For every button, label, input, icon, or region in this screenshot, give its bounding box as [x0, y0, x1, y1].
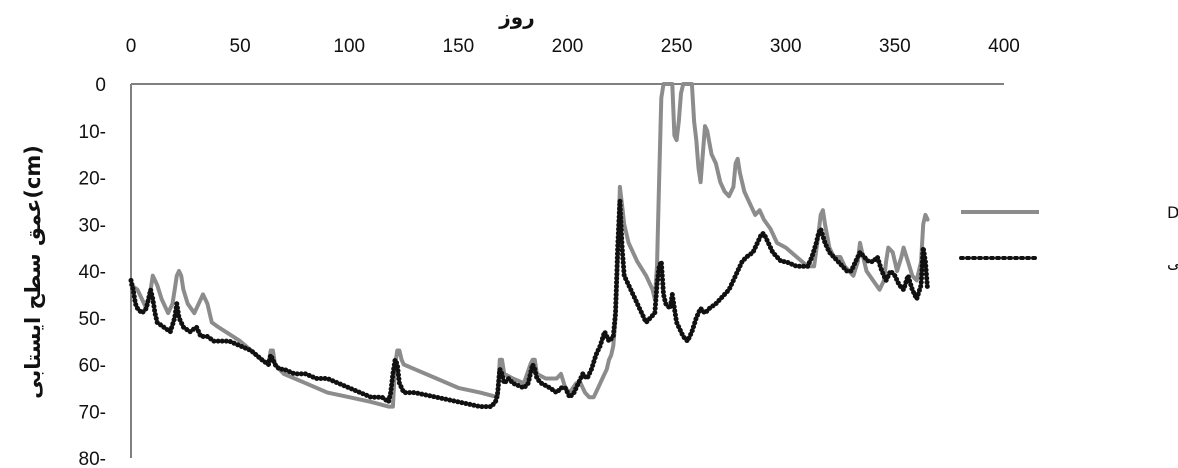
x-tick-label: 400 — [988, 36, 1020, 57]
x-tick-label: 300 — [770, 36, 802, 57]
x-tick-label: 350 — [879, 36, 911, 57]
legend-label-drainmod: مدل Drainmod — [1167, 203, 1178, 222]
x-tick-label: 150 — [443, 36, 475, 57]
x-axis-title: روز — [498, 5, 534, 29]
series-line-timeseries — [128, 198, 931, 410]
y-tick-label: 60- — [79, 356, 106, 377]
y-tick-label: 80- — [79, 449, 106, 468]
series-layer — [128, 82, 931, 410]
axes — [130, 83, 1004, 458]
legend: مدل Drainmod مدل سری زمانی — [959, 203, 1178, 273]
y-tick-label: 30- — [79, 215, 106, 236]
x-tick-label: 250 — [661, 36, 693, 57]
x-tick-labels: 0 50 100 150 200 250 300 350 400 — [126, 36, 1020, 57]
y-tick-label: 20- — [79, 169, 106, 190]
y-tick-label: 10- — [79, 122, 106, 143]
x-tick-label: 50 — [230, 36, 251, 57]
y-tick-label: 0 — [95, 75, 106, 96]
y-tick-label: 40- — [79, 262, 106, 283]
x-tick-label: 200 — [552, 36, 584, 57]
y-tick-label: 70- — [79, 402, 106, 423]
x-tick-label: 0 — [126, 36, 137, 57]
x-tick-label: 100 — [333, 36, 365, 57]
legend-label-timeseries: مدل سری زمانی — [1167, 253, 1178, 273]
y-axis-title: عمق سطح ایستابی(cm) — [21, 145, 45, 399]
y-tick-labels: 0 10- 20- 30- 40- 50- 60- 70- 80- — [79, 75, 106, 468]
series-line-drainmod — [129, 82, 930, 409]
y-tick-label: 50- — [79, 309, 106, 330]
